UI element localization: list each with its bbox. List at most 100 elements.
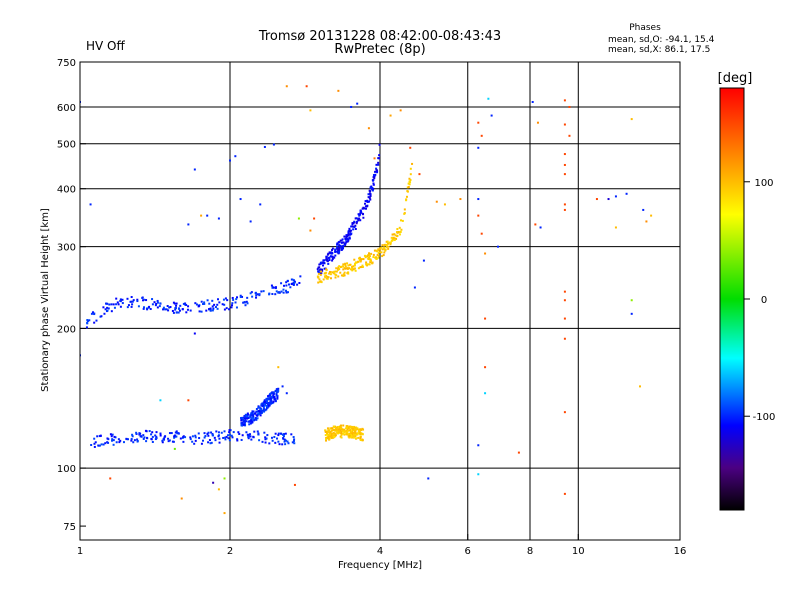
- trace-point: [387, 242, 390, 245]
- trace-point: [338, 265, 341, 268]
- trace-point: [337, 425, 340, 428]
- trace-point: [238, 432, 241, 435]
- trace-point: [251, 413, 254, 416]
- trace-point: [274, 389, 277, 392]
- trace-point: [137, 305, 140, 308]
- trace-point: [230, 306, 233, 309]
- scatter-point: [614, 195, 617, 198]
- trace-point: [298, 281, 301, 284]
- trace-point: [240, 422, 243, 425]
- trace-point: [191, 440, 194, 443]
- trace-point: [236, 438, 239, 441]
- trace-point: [275, 388, 278, 391]
- trace-point: [390, 239, 393, 242]
- trace-point: [252, 418, 255, 421]
- trace-point: [98, 444, 101, 447]
- trace-point: [277, 291, 280, 294]
- trace-point: [342, 263, 345, 266]
- trace-point: [380, 251, 383, 254]
- trace-point: [344, 267, 347, 270]
- trace-point: [203, 432, 206, 435]
- trace-point: [287, 283, 290, 286]
- x-tick-label: 10: [572, 546, 585, 557]
- trace-point: [321, 264, 324, 267]
- trace-point: [337, 432, 340, 435]
- trace-point: [369, 195, 372, 198]
- trace-point: [117, 303, 120, 306]
- trace-point: [362, 206, 365, 209]
- scatter-point: [487, 97, 490, 100]
- trace-point: [112, 439, 115, 442]
- trace-point: [197, 432, 200, 435]
- trace-point: [365, 207, 368, 210]
- trace-point: [161, 439, 164, 442]
- trace-point: [259, 414, 262, 417]
- scatter-point: [217, 217, 220, 220]
- trace-point: [265, 405, 268, 408]
- trace-point: [318, 278, 321, 281]
- trace-point: [231, 302, 234, 305]
- trace-point: [337, 431, 340, 434]
- trace-point: [342, 274, 345, 277]
- trace-point: [341, 428, 344, 431]
- trace-point: [132, 441, 135, 444]
- colorbar-tick-label: 100: [754, 178, 773, 189]
- trace-point: [329, 255, 332, 258]
- trace-point: [236, 439, 239, 442]
- trace-point: [406, 190, 409, 193]
- trace-point: [346, 262, 349, 265]
- trace-point: [292, 283, 295, 286]
- trace-point: [387, 247, 390, 250]
- trace-point: [405, 199, 408, 202]
- trace-point: [286, 279, 289, 282]
- trace-point: [354, 261, 357, 264]
- trace-point: [334, 254, 337, 257]
- trace-point: [231, 436, 234, 439]
- trace-point: [376, 254, 379, 257]
- trace-point: [217, 435, 220, 438]
- trace-point: [340, 424, 343, 427]
- trace-point: [151, 435, 154, 438]
- trace-point: [167, 309, 170, 312]
- trace-point: [337, 248, 340, 251]
- trace-point: [130, 300, 133, 303]
- trace-point: [334, 248, 337, 251]
- trace-point: [241, 417, 244, 420]
- trace-point: [368, 200, 371, 203]
- trace-point: [355, 433, 358, 436]
- scatter-point: [563, 173, 566, 176]
- trace-point: [99, 434, 102, 437]
- trace-point: [390, 236, 393, 239]
- trace-point: [166, 304, 169, 307]
- trace-point: [256, 430, 259, 433]
- trace-point: [106, 306, 109, 309]
- trace-point: [90, 312, 93, 315]
- trace-point: [334, 250, 337, 253]
- trace-point: [264, 438, 267, 441]
- trace-point: [220, 431, 223, 434]
- trace-point: [317, 270, 320, 273]
- scatter-point: [89, 203, 92, 206]
- trace-point: [100, 443, 103, 446]
- trace-point: [353, 436, 356, 439]
- trace-point: [259, 411, 262, 414]
- trace-point: [365, 263, 368, 266]
- trace-point: [261, 405, 264, 408]
- trace-point: [255, 418, 258, 421]
- trace-point: [207, 441, 210, 444]
- trace-point: [325, 439, 328, 442]
- trace-point: [173, 436, 176, 439]
- x-tick-label: 4: [377, 546, 383, 557]
- scatter-point: [297, 217, 300, 220]
- trace-point: [411, 162, 414, 165]
- trace-point: [216, 298, 219, 301]
- trace-point: [151, 431, 154, 434]
- trace-point: [359, 432, 362, 435]
- y-axis-label: Stationary phase Virtual Height [km]: [40, 208, 51, 392]
- trace-point: [280, 290, 283, 293]
- trace-point: [272, 394, 275, 397]
- trace-point: [334, 434, 337, 437]
- trace-point: [347, 435, 350, 438]
- trace-point: [326, 276, 329, 279]
- scatter-point: [413, 286, 416, 289]
